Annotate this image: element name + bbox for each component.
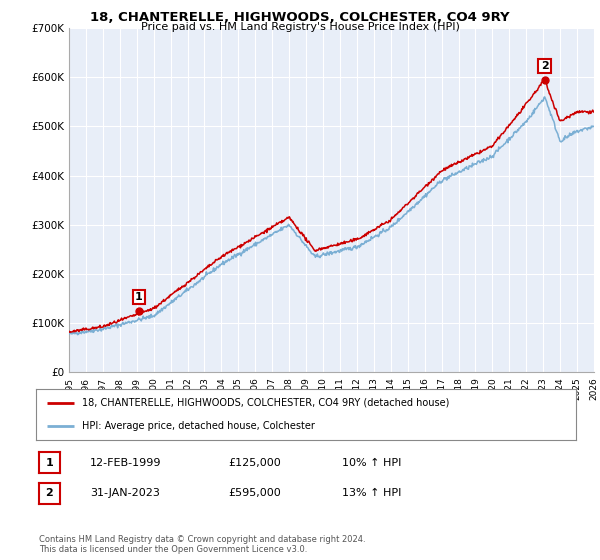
Text: Price paid vs. HM Land Registry's House Price Index (HPI): Price paid vs. HM Land Registry's House … [140,22,460,32]
Text: 31-JAN-2023: 31-JAN-2023 [90,488,160,498]
Text: 2: 2 [46,488,53,498]
Text: £595,000: £595,000 [228,488,281,498]
Text: 18, CHANTERELLE, HIGHWOODS, COLCHESTER, CO4 9RY (detached house): 18, CHANTERELLE, HIGHWOODS, COLCHESTER, … [82,398,449,408]
Text: 13% ↑ HPI: 13% ↑ HPI [342,488,401,498]
Text: Contains HM Land Registry data © Crown copyright and database right 2024.
This d: Contains HM Land Registry data © Crown c… [39,535,365,554]
Text: 2: 2 [541,61,548,71]
Text: 1: 1 [135,292,143,302]
Text: 1: 1 [46,458,53,468]
Text: HPI: Average price, detached house, Colchester: HPI: Average price, detached house, Colc… [82,421,315,431]
Text: 18, CHANTERELLE, HIGHWOODS, COLCHESTER, CO4 9RY: 18, CHANTERELLE, HIGHWOODS, COLCHESTER, … [90,11,510,24]
Text: 12-FEB-1999: 12-FEB-1999 [90,458,161,468]
Text: 10% ↑ HPI: 10% ↑ HPI [342,458,401,468]
Text: £125,000: £125,000 [228,458,281,468]
